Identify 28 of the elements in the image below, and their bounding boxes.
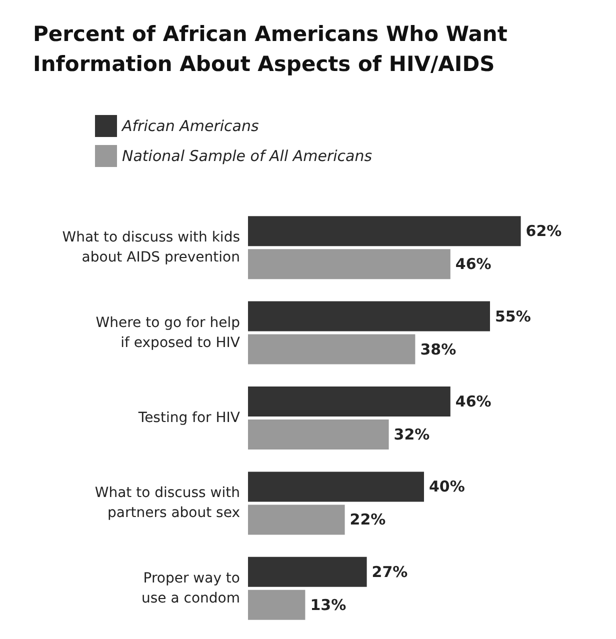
y-tick-label: Proper way to use a condom	[142, 570, 240, 606]
data-label: 38%	[420, 340, 456, 358]
legend-label: African Americans	[121, 117, 259, 135]
data-label: 62%	[526, 222, 562, 240]
bar	[248, 301, 490, 332]
data-label: 13%	[310, 596, 346, 614]
data-label: 46%	[455, 392, 492, 410]
data-label: 40%	[429, 478, 465, 496]
bar	[248, 386, 450, 416]
bar	[248, 590, 306, 620]
y-tick-label: Testing for HIV	[137, 410, 240, 426]
y-tick-label: What to discuss with partners about sex	[94, 485, 240, 522]
bar	[248, 504, 345, 535]
data-label: 32%	[394, 426, 430, 444]
y-tick-label: What to discuss with kids about AIDS prevention	[62, 230, 240, 266]
bar	[248, 334, 416, 364]
y-tick-label: Where to go for help if exposed to HIV	[96, 314, 240, 351]
data-label: 55%	[495, 307, 531, 326]
data-label: 46%	[455, 255, 492, 274]
bar	[248, 472, 424, 502]
data-label: 27%	[372, 562, 408, 581]
data-label: 22%	[350, 510, 386, 529]
bar	[248, 420, 389, 450]
chart-title: Percent of African Americans Who Want Information About Aspects of HIV/AIDS	[33, 22, 508, 76]
bar	[248, 556, 367, 587]
bar	[248, 249, 450, 280]
bar	[248, 216, 521, 246]
legend-label: National Sample of All Americans	[122, 147, 372, 165]
